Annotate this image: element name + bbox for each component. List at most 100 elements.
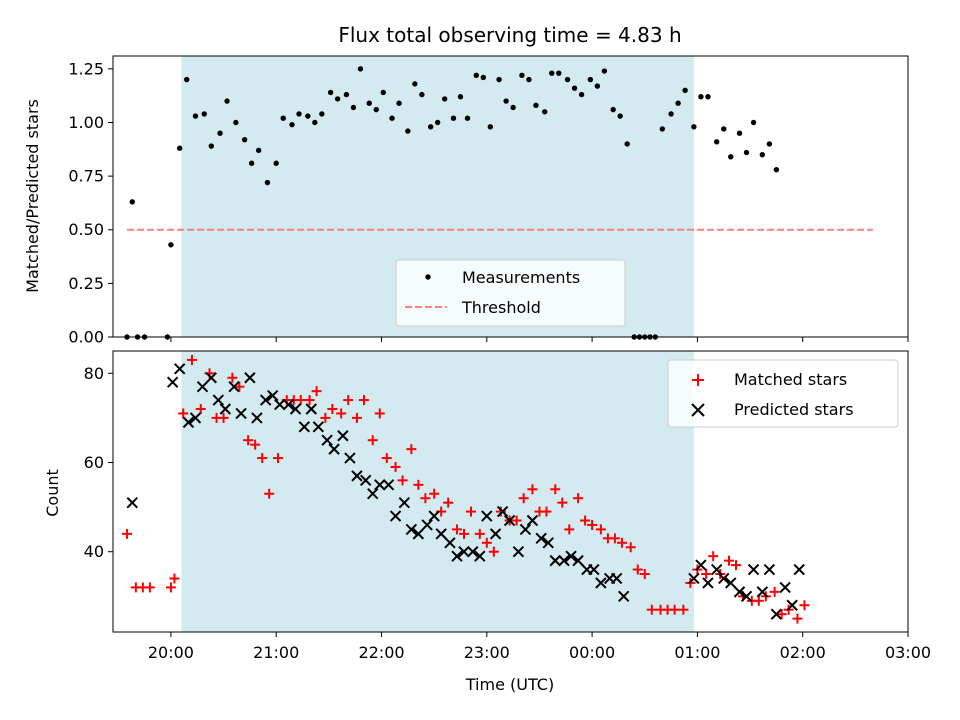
measurement-point: [192, 113, 199, 119]
predicted-star-point: [235, 407, 247, 420]
measurement-point: [759, 151, 766, 158]
predicted-star-point: [451, 550, 463, 562]
predicted-star-point: [374, 479, 386, 491]
chart-title: Flux total observing time = 4.83 h: [338, 23, 681, 47]
matched-star-point: [406, 444, 417, 455]
matched-star-point: [625, 542, 636, 553]
predicted-star-point: [382, 479, 395, 491]
matched-star-point: [595, 524, 606, 535]
predicted-star-point: [588, 563, 600, 576]
measurement-point: [419, 91, 425, 98]
measurement-point: [542, 109, 548, 115]
measurement-point: [659, 126, 666, 132]
measurement-point: [594, 83, 601, 89]
predicted-star-point: [740, 590, 753, 603]
matched-star-point: [295, 395, 306, 406]
matched-star-point: [250, 439, 261, 450]
y-tick-label: 0.00: [68, 328, 104, 347]
measurement-point: [578, 91, 585, 98]
matched-star-point: [327, 403, 338, 414]
measurement-point: [564, 76, 571, 83]
legend-threshold-label: Threshold: [461, 298, 541, 317]
predicted-star-point: [467, 546, 479, 558]
measurement-point: [334, 96, 341, 102]
measurement-point: [327, 89, 334, 96]
predicted-star-point: [173, 363, 186, 375]
measurement-point: [510, 104, 516, 111]
predicted-star-point: [389, 510, 402, 522]
measurement-point: [366, 100, 372, 106]
measurement-point: [264, 179, 271, 186]
measurement-point: [519, 72, 525, 79]
matched-star-point: [144, 582, 155, 593]
measurement-point: [427, 124, 434, 130]
matched-star-point: [443, 497, 454, 508]
matched-star-point: [799, 600, 810, 611]
y-tick-label: 0.75: [68, 167, 104, 186]
measurement-point: [380, 89, 386, 96]
measurement-point: [357, 66, 364, 72]
measurement-point: [743, 149, 750, 156]
x-tick-label: 20:00: [148, 643, 194, 662]
predicted-star-point: [312, 421, 325, 433]
matched-star-point: [731, 560, 742, 571]
measurement-point: [373, 106, 379, 113]
measurement-point: [587, 76, 594, 83]
measurement-point: [480, 74, 486, 81]
predicted-star-point: [489, 528, 502, 540]
matched-star-point: [397, 475, 408, 486]
legend-predicted-marker: [691, 403, 705, 417]
y-tick-label: 1.00: [68, 113, 104, 132]
x-tick-label: 03:00: [885, 643, 931, 662]
predicted-star-point: [733, 586, 746, 598]
matched-star-point: [669, 604, 680, 615]
measurement-point: [503, 98, 509, 104]
matched-star-point: [169, 573, 180, 584]
predicted-star-point: [595, 577, 607, 589]
predicted-star-point: [695, 559, 707, 571]
predicted-star-point: [747, 563, 760, 576]
measurement-point: [571, 85, 578, 91]
measurement-point: [273, 160, 279, 166]
predicted-star-point: [572, 554, 584, 567]
matched-star-point: [518, 493, 529, 504]
matched-star-point: [632, 564, 643, 575]
predicted-star-point: [756, 586, 769, 598]
measurement-point: [728, 154, 734, 160]
measurement-point: [450, 115, 457, 121]
x-tick-label: 00:00: [569, 643, 615, 662]
x-tick-label: 22:00: [358, 643, 404, 662]
predicted-star-point: [617, 590, 630, 603]
measurement-point: [675, 100, 681, 106]
measurement-point: [289, 121, 295, 128]
matched-star-point: [195, 403, 206, 414]
measurement-point: [176, 145, 183, 151]
observing-window-shade: [181, 351, 694, 632]
predicted-star-point: [610, 572, 623, 585]
matched-star-point: [178, 408, 189, 419]
matched-star-point: [311, 386, 322, 397]
predicted-star-point: [298, 421, 310, 433]
x-tick-label: 02:00: [780, 643, 826, 662]
measurement-point: [705, 94, 711, 100]
legend-matched-marker: [692, 374, 704, 386]
y-tick-label: 40: [84, 542, 104, 561]
predicted-star-point: [398, 496, 411, 509]
x-tick-label: 21:00: [253, 643, 299, 662]
predicted-star-point: [259, 394, 272, 406]
matched-star-point: [420, 493, 431, 504]
measurement-point: [617, 113, 623, 119]
matched-star-point: [723, 555, 734, 566]
matched-star-point: [451, 524, 462, 535]
matched-star-point: [646, 604, 657, 615]
measurement-point: [412, 81, 418, 87]
predicted-star-point: [786, 599, 798, 611]
ratio-y-axis-label: Matched/Predicted stars: [23, 99, 42, 293]
legend-predicted-label: Predicted stars: [734, 400, 854, 419]
predicted-star-point: [228, 380, 240, 393]
matched-star-point: [511, 515, 522, 526]
measurement-point: [296, 111, 302, 117]
ratio-panel: Flux total observing time = 4.83 h 0.00 0…: [23, 23, 909, 347]
measurement-point: [389, 115, 395, 121]
